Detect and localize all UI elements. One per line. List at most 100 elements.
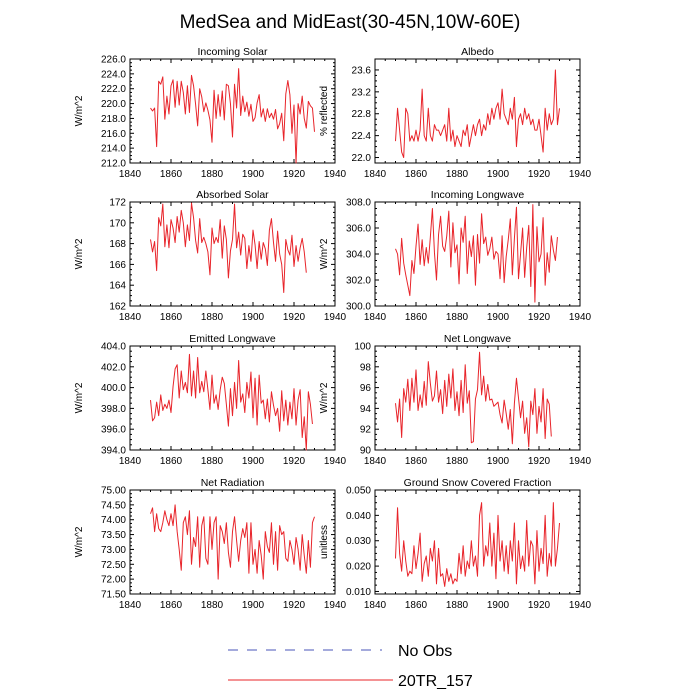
ground-snow-covered-fraction-xtick-label: 1920 — [528, 600, 551, 611]
emitted-longwave-series-line — [150, 353, 313, 451]
emitted-longwave-xtick-label: 1880 — [201, 456, 224, 467]
net-radiation-xtick-label: 1940 — [324, 600, 347, 611]
panel-net-longwave: Net Longwave 1840 1860 1880 1900 1920 1940 90 92… — [319, 333, 592, 467]
net-radiation-ytick-label: 72.00 — [101, 575, 126, 586]
ground-snow-covered-fraction-ytick-label: 0.040 — [346, 511, 371, 522]
legend-no-obs-label: No Obs — [398, 643, 452, 660]
net-radiation-ytick-label: 75.00 — [101, 486, 126, 497]
albedo-ytick-label: 22.8 — [352, 109, 372, 120]
legend: No Obs 20TR_157 — [228, 643, 473, 690]
incoming-solar-ytick-label: 218.0 — [101, 114, 126, 125]
panel-emitted-longwave: Emitted Longwave 1840 1860 1880 1900 1920 1940… — [74, 333, 347, 467]
net-radiation-title: Net Radiation — [201, 477, 265, 489]
net-radiation-xtick-label: 1840 — [119, 600, 142, 611]
albedo-title: Albedo — [461, 46, 494, 58]
emitted-longwave-xtick-label: 1920 — [283, 456, 306, 467]
net-radiation-ytick-label: 72.50 — [101, 560, 126, 571]
incoming-solar-title: Incoming Solar — [197, 46, 268, 58]
net-radiation-ytick-label: 73.50 — [101, 530, 126, 541]
albedo-ytick-label: 22.4 — [352, 131, 372, 142]
incoming-solar-ytick-label: 220.0 — [101, 99, 126, 110]
net-radiation-xtick-label: 1920 — [283, 600, 306, 611]
emitted-longwave-ytick-label: 398.0 — [101, 404, 126, 415]
incoming-solar-ytick-label: 222.0 — [101, 84, 126, 95]
panel-absorbed-solar: Absorbed Solar 1840 1860 1880 1900 1920 1940 16… — [74, 189, 347, 323]
ground-snow-covered-fraction-ytick-label: 0.010 — [346, 587, 371, 598]
net-longwave-ytick-label: 98 — [360, 362, 372, 373]
net-longwave-ytick-label: 94 — [360, 404, 372, 415]
albedo-ytick-label: 23.2 — [352, 87, 372, 98]
absorbed-solar-title: Absorbed Solar — [196, 189, 269, 201]
ground-snow-covered-fraction-title: Ground Snow Covered Fraction — [404, 477, 552, 489]
absorbed-solar-xtick-label: 1880 — [201, 312, 224, 323]
incoming-solar-xtick-label: 1900 — [242, 169, 265, 180]
figure-title: MedSea and MidEast(30-45N,10W-60E) — [180, 12, 521, 33]
net-longwave-xtick-label: 1840 — [364, 456, 387, 467]
incoming-longwave-ylabel: W/m^2 — [319, 238, 330, 269]
absorbed-solar-series-line — [150, 202, 307, 293]
absorbed-solar-ytick-label: 162 — [109, 302, 126, 313]
ground-snow-covered-fraction-frame — [374, 489, 581, 595]
emitted-longwave-title: Emitted Longwave — [189, 333, 276, 345]
incoming-longwave-xtick-label: 1880 — [446, 312, 469, 323]
incoming-longwave-xtick-label: 1860 — [405, 312, 428, 323]
emitted-longwave-xtick-label: 1900 — [242, 456, 265, 467]
ground-snow-covered-fraction-xtick-label: 1840 — [364, 600, 387, 611]
absorbed-solar-ytick-label: 168 — [109, 239, 126, 250]
absorbed-solar-ytick-label: 170 — [109, 218, 126, 229]
incoming-solar-ytick-label: 214.0 — [101, 144, 126, 155]
incoming-longwave-frame — [374, 201, 581, 307]
albedo-xtick-label: 1880 — [446, 169, 469, 180]
net-radiation-xtick-label: 1860 — [160, 600, 183, 611]
absorbed-solar-ylabel: W/m^2 — [74, 238, 85, 269]
incoming-longwave-xtick-label: 1920 — [528, 312, 551, 323]
net-longwave-title: Net Longwave — [444, 333, 511, 345]
net-longwave-ytick-label: 96 — [360, 383, 372, 394]
albedo-ytick-label: 23.6 — [352, 65, 372, 76]
panels: Incoming Solar 1840 1860 1880 1900 1920 1940 21… — [74, 46, 592, 611]
emitted-longwave-ytick-label: 404.0 — [101, 342, 126, 353]
ground-snow-covered-fraction-ytick-label: 0.020 — [346, 562, 371, 573]
absorbed-solar-xtick-label: 1840 — [119, 312, 142, 323]
albedo-ytick-label: 22.0 — [352, 153, 372, 164]
net-longwave-ytick-label: 92 — [360, 425, 372, 436]
net-radiation-ytick-label: 74.50 — [101, 500, 126, 511]
incoming-longwave-ytick-label: 300.0 — [346, 302, 371, 313]
ground-snow-covered-fraction-ytick-label: 0.030 — [346, 536, 371, 547]
net-radiation-xtick-label: 1900 — [242, 600, 265, 611]
net-longwave-xtick-label: 1940 — [569, 456, 592, 467]
incoming-solar-xtick-label: 1940 — [324, 169, 347, 180]
incoming-solar-ytick-label: 212.0 — [101, 159, 126, 170]
incoming-solar-xtick-label: 1880 — [201, 169, 224, 180]
incoming-longwave-ytick-label: 304.0 — [346, 250, 371, 261]
absorbed-solar-xtick-label: 1920 — [283, 312, 306, 323]
albedo-xtick-label: 1860 — [405, 169, 428, 180]
incoming-solar-series-line — [150, 68, 315, 164]
incoming-solar-ytick-label: 224.0 — [101, 69, 126, 80]
emitted-longwave-xtick-label: 1940 — [324, 456, 347, 467]
panel-incoming-solar: Incoming Solar 1840 1860 1880 1900 1920 1940 21… — [74, 46, 347, 180]
absorbed-solar-ytick-label: 172 — [109, 198, 126, 209]
emitted-longwave-xtick-label: 1860 — [160, 456, 183, 467]
absorbed-solar-ytick-label: 164 — [109, 281, 126, 292]
panel-incoming-longwave: Incoming Longwave 1840 1860 1880 1900 1920 194… — [319, 189, 592, 323]
net-radiation-series-line — [150, 504, 315, 580]
emitted-longwave-ytick-label: 394.0 — [101, 446, 126, 457]
incoming-longwave-xtick-label: 1840 — [364, 312, 387, 323]
net-longwave-series-line — [395, 351, 552, 448]
absorbed-solar-xtick-label: 1900 — [242, 312, 265, 323]
panel-net-radiation: Net Radiation 1840 1860 1880 1900 1920 1940 71.… — [74, 477, 347, 611]
albedo-xtick-label: 1900 — [487, 169, 510, 180]
emitted-longwave-ytick-label: 400.0 — [101, 383, 126, 394]
incoming-longwave-series-line — [395, 204, 558, 303]
net-radiation-ytick-label: 71.50 — [101, 590, 126, 601]
net-radiation-ylabel: W/m^2 — [74, 526, 85, 557]
net-longwave-xtick-label: 1880 — [446, 456, 469, 467]
net-longwave-ytick-label: 100 — [354, 342, 371, 353]
net-longwave-xtick-label: 1920 — [528, 456, 551, 467]
incoming-longwave-xtick-label: 1940 — [569, 312, 592, 323]
albedo-xtick-label: 1920 — [528, 169, 551, 180]
panel-ground-snow-covered-fraction: Ground Snow Covered Fraction 1840 1860 1880… — [319, 477, 592, 611]
albedo-series-line — [395, 69, 560, 159]
